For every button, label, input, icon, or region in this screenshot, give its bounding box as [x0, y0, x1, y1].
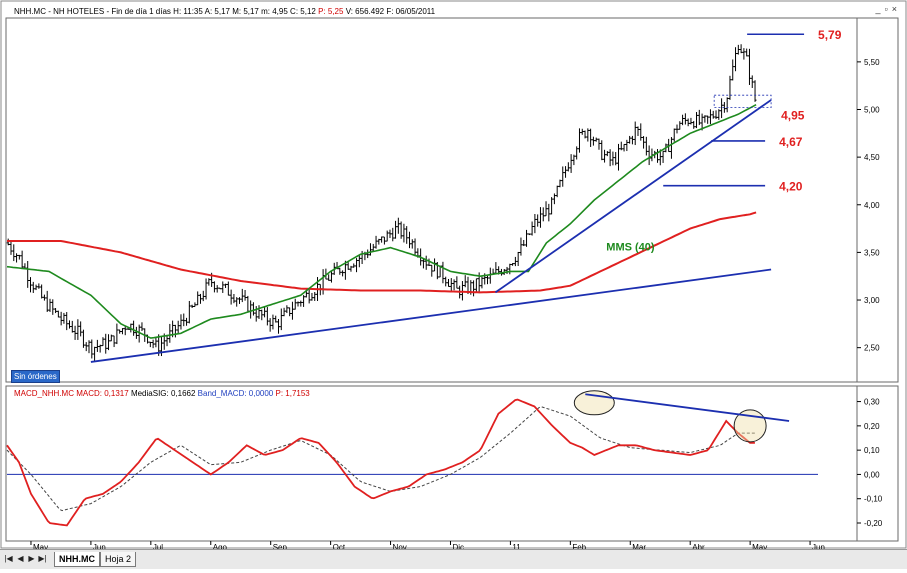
time-axis-label: May: [752, 543, 767, 552]
main-panel-border: [5, 17, 899, 383]
first-sheet-icon[interactable]: |◀: [4, 554, 13, 563]
macd-panel-border: [5, 385, 899, 542]
window-border: [0, 0, 907, 549]
header-p-label: P:: [318, 7, 326, 16]
time-axis-label: Sep: [273, 543, 288, 552]
header-hour: H: 11:35: [173, 7, 203, 16]
price-axis-label: 5,00: [864, 106, 880, 115]
macd-header: MACD_NHH.MC MACD: 0,1317 MediaSIG: 0,166…: [14, 389, 310, 398]
time-axis-label: Nov: [393, 543, 407, 552]
macd-axis-label: 0,20: [864, 422, 880, 431]
header-open: A: 5,17: [204, 7, 230, 16]
macd-axis-label: -0,20: [864, 519, 883, 528]
macd-line: [6, 398, 755, 527]
restore-icon[interactable]: ▫: [884, 4, 892, 14]
header-volume: V: 656.492: [345, 7, 385, 16]
window-controls[interactable]: _▫×: [876, 4, 901, 14]
time-axis-label: Feb: [572, 543, 586, 552]
time-axis: May Jun Jul Ago Sep Oct Nov Dic 11 Feb Mar Abr May Ju…: [30, 541, 825, 552]
level-label-4,95: 4,95: [781, 108, 805, 122]
price-axis-label: 4,00: [864, 201, 880, 210]
header-max: M: 5,17: [232, 7, 259, 16]
macd-name: MACD_NHH.MC: [14, 389, 74, 398]
time-axis-label: Abr: [692, 543, 705, 552]
red-moving-average-line: [7, 211, 757, 294]
macd-axis-label: 0,30: [864, 398, 880, 407]
macd-trendline: [585, 393, 790, 422]
minimize-icon[interactable]: _: [875, 4, 885, 14]
last-sheet-icon[interactable]: ▶|: [38, 554, 47, 563]
time-axis-label: Dic: [452, 543, 464, 552]
sma-annotation-label: MMS (40): [606, 241, 655, 253]
time-axis-label: Jun: [812, 543, 825, 552]
next-sheet-icon[interactable]: ▶: [28, 554, 35, 563]
macd-panel: 0,30 0,20 0,10 0,00 -0,10 -0,20: [6, 390, 883, 528]
price-axis-label: 3,50: [864, 248, 880, 257]
ohlc-bars: [6, 44, 757, 362]
orders-badge[interactable]: Sin órdenes: [11, 370, 60, 383]
price-axis-label: 3,00: [864, 296, 880, 305]
tab-hoja-2[interactable]: Hoja 2: [100, 552, 137, 567]
time-axis-label: Oct: [333, 543, 346, 552]
macd-axis-label: -0,10: [864, 495, 883, 504]
header-close: C: 5,12: [290, 7, 316, 16]
price-trendline-2: [494, 99, 772, 294]
time-axis-label: Ago: [213, 543, 228, 552]
sma-40-line: [6, 103, 757, 339]
level-label-5,79: 5,79: [818, 28, 842, 42]
macd-signal-line: [6, 406, 755, 512]
price-trendline-1: [90, 268, 772, 363]
price-panel: 2,50 3,00 3,50 4,00 4,50 5,00 5,50 5,79 4,95 4,67…: [6, 28, 880, 363]
time-axis-label: Mar: [632, 543, 646, 552]
close-icon[interactable]: ×: [891, 4, 901, 14]
price-axis-label: 4,50: [864, 153, 880, 162]
macd-p-value: P: 1,7153: [275, 389, 310, 398]
header-min: m: 4,95: [261, 7, 288, 16]
macd-axis-label: 0,00: [864, 470, 880, 479]
macd-highlight-ellipse: [733, 409, 767, 443]
time-axis-label: May: [33, 543, 48, 552]
header-ticker: NHH.MC - NH HOTELES - Fin de día 1 días: [14, 7, 171, 16]
consolidation-box: [713, 94, 772, 108]
time-axis-label: Jun: [93, 543, 106, 552]
price-axis-label: 5,50: [864, 58, 880, 67]
level-label-4,67: 4,67: [779, 135, 803, 149]
price-axis-label: 2,50: [864, 344, 880, 353]
prev-sheet-icon[interactable]: ◀: [17, 554, 24, 563]
level-label-4,20: 4,20: [779, 180, 803, 194]
macd-value: MACD: 0,1317: [76, 389, 129, 398]
price-header: NHH.MC - NH HOTELES - Fin de día 1 días …: [14, 7, 435, 16]
macd-band-value: Band_MACD: 0,0000: [197, 389, 274, 398]
header-p-value: 5,25: [327, 7, 344, 16]
sheet-tab-bar: |◀ ◀ ▶ ▶| NHH.MC Hoja 2: [0, 549, 907, 569]
time-axis-label: Jul: [153, 543, 163, 552]
macd-axis-label: 0,10: [864, 446, 880, 455]
macd-signal-value: MediaSIG: 0,1662: [130, 389, 196, 398]
time-axis-label: 11: [512, 543, 521, 552]
macd-highlight-ellipse: [573, 390, 615, 416]
header-date: F: 06/05/2011: [386, 7, 436, 16]
tab-nhh-mc[interactable]: NHH.MC: [54, 552, 100, 567]
